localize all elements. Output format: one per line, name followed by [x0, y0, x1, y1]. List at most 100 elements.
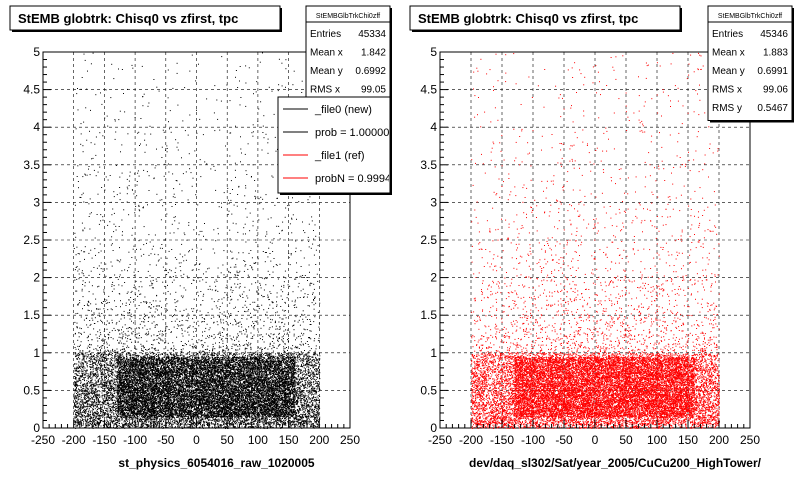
scatter-point	[278, 383, 280, 385]
scatter-point	[165, 365, 167, 366]
scatter-point	[274, 358, 276, 360]
scatter-point	[157, 379, 159, 381]
scatter-point	[153, 379, 155, 381]
scatter-point	[213, 363, 215, 364]
scatter-point	[235, 381, 237, 383]
scatter-point	[255, 398, 257, 400]
scatter-point	[162, 363, 164, 365]
scatter-point	[149, 357, 151, 359]
scatter-point	[263, 395, 265, 396]
scatter-point	[272, 365, 274, 367]
scatter-point	[186, 395, 187, 397]
scatter-point	[123, 378, 125, 380]
scatter-point	[127, 381, 129, 383]
scatter-point	[157, 389, 159, 391]
scatter-point	[292, 398, 294, 400]
scatter-point	[291, 369, 293, 371]
scatter-point	[196, 407, 198, 408]
scatter-point	[279, 380, 281, 382]
scatter-point	[151, 380, 153, 382]
scatter-point	[126, 381, 127, 383]
scatter-point	[162, 364, 164, 366]
scatter-point	[254, 364, 256, 366]
scatter-point	[255, 415, 257, 417]
scatter-point	[234, 404, 236, 406]
scatter-point	[253, 393, 255, 395]
scatter-point	[235, 400, 237, 402]
scatter-point	[191, 392, 193, 394]
scatter-point	[260, 363, 262, 365]
scatter-point	[221, 395, 223, 397]
scatter-point	[138, 385, 140, 387]
scatter-point	[204, 365, 206, 367]
scatter-point	[244, 390, 246, 392]
scatter-point	[272, 367, 274, 369]
scatter-point	[219, 407, 221, 409]
scatter-point	[250, 365, 252, 367]
scatter-point	[243, 376, 245, 378]
scatter-point	[151, 402, 153, 403]
scatter-point	[174, 361, 175, 363]
scatter-point	[117, 403, 119, 405]
scatter-point	[230, 378, 232, 380]
scatter-point	[163, 359, 165, 361]
scatter-point	[218, 383, 220, 384]
scatter-point	[255, 410, 257, 412]
scatter-point	[188, 388, 190, 390]
scatter-point	[190, 385, 192, 387]
scatter-point	[122, 374, 123, 376]
scatter-point	[275, 408, 277, 410]
scatter-point	[159, 404, 161, 406]
scatter-point	[128, 359, 130, 361]
scatter-point	[174, 412, 176, 414]
scatter-point	[293, 373, 295, 375]
scatter-point	[227, 416, 229, 418]
scatter-point	[219, 408, 221, 410]
scatter-point	[221, 369, 223, 371]
scatter-point	[236, 386, 238, 388]
scatter-point	[188, 364, 190, 366]
scatter-point	[221, 379, 222, 381]
scatter-point	[245, 367, 247, 369]
scatter-point	[204, 398, 206, 400]
scatter-point	[211, 368, 213, 370]
scatter-point	[169, 365, 171, 367]
scatter-point	[269, 381, 271, 383]
scatter-point	[117, 359, 118, 361]
scatter-point	[176, 411, 178, 413]
scatter-point	[225, 391, 227, 393]
scatter-point	[154, 382, 156, 383]
scatter-point	[285, 373, 287, 375]
scatter-point	[181, 416, 183, 418]
scatter-point	[203, 383, 205, 385]
scatter-point	[267, 368, 269, 370]
scatter-point	[204, 376, 206, 378]
scatter-point	[281, 395, 283, 397]
scatter-point	[177, 358, 179, 360]
scatter-point	[160, 368, 162, 370]
scatter-point	[200, 403, 202, 405]
scatter-point	[285, 367, 287, 369]
scatter-point	[200, 413, 202, 415]
scatter-point	[252, 401, 254, 403]
scatter-point	[241, 370, 243, 372]
scatter-point	[215, 358, 216, 360]
scatter-point	[187, 366, 189, 368]
scatter-point	[128, 412, 130, 414]
scatter-point	[148, 382, 150, 384]
scatter-point	[163, 371, 165, 373]
scatter-point	[203, 360, 205, 362]
scatter-point	[182, 378, 184, 380]
scatter-point	[198, 408, 200, 410]
scatter-point	[124, 389, 126, 391]
scatter-point	[242, 404, 244, 406]
scatter-point	[163, 387, 164, 388]
scatter-point	[206, 356, 208, 358]
scatter-point	[158, 365, 160, 367]
scatter-point	[210, 382, 212, 384]
scatter-point	[156, 403, 158, 405]
scatter-point	[117, 402, 119, 404]
scatter-point	[165, 378, 167, 380]
scatter-point	[262, 381, 263, 382]
scatter-point	[223, 376, 225, 377]
